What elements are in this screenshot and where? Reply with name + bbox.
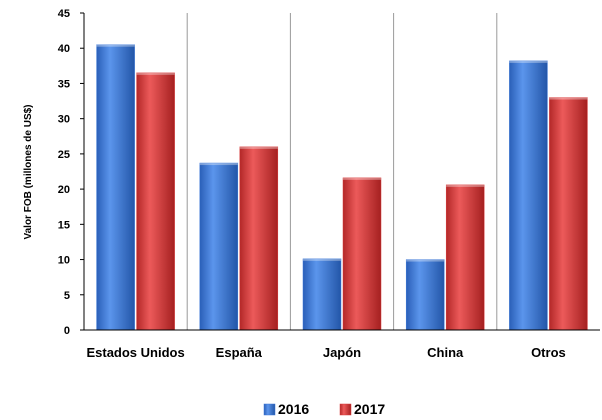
bar-highlight [199,163,238,166]
category-labels: Estados Unidos España Japón China Otros [86,345,565,360]
legend-swatch [339,403,352,416]
bar-highlight [509,60,548,63]
category-label: Japón [323,345,361,360]
legend-swatch [263,403,276,416]
bars-group [96,44,588,331]
bar-2017-1 [239,146,279,331]
y-tick-label: 30 [58,114,70,126]
y-tick-label: 5 [64,290,70,302]
bar-highlight [406,259,445,262]
legend: 2016 2017 [263,401,385,417]
bar-2016-3 [405,259,445,331]
bar-highlight [136,72,175,75]
y-tick-label: 35 [58,78,70,90]
bar-highlight [96,44,135,47]
category-label: China [427,345,464,360]
bar-highlight [303,258,341,261]
y-tick-label: 0 [64,325,70,337]
bar-2017-2 [342,177,382,331]
bar-highlight [343,177,381,180]
bar-2016-1 [199,162,239,331]
y-tick-label: 20 [58,184,70,196]
category-label: España [216,345,263,360]
bar-2017-4 [549,97,588,331]
bar-2016-0 [96,44,135,331]
legend-label: 2017 [354,401,385,417]
y-axis-ticks: 0 5 10 15 20 25 30 35 40 45 [58,8,84,337]
y-tick-label: 45 [58,8,70,20]
category-separators [186,13,498,330]
category-label: Otros [531,345,566,360]
y-tick-label: 25 [58,149,70,161]
bar-2016-2 [302,258,342,331]
axes [83,13,600,331]
bar-highlight [446,184,485,187]
bar-2017-0 [136,72,175,331]
y-axis-title: Valor FOB (millones de US$) [23,104,34,239]
bar-highlight [239,146,278,149]
y-tick-label: 10 [58,255,70,267]
legend-label: 2016 [278,401,309,417]
y-tick-label: 15 [58,219,70,231]
y-tick-label: 40 [58,43,70,55]
bar-2017-3 [445,184,485,331]
bar-highlight [549,97,588,100]
bar-2016-4 [509,60,548,331]
category-label: Estados Unidos [86,345,184,360]
